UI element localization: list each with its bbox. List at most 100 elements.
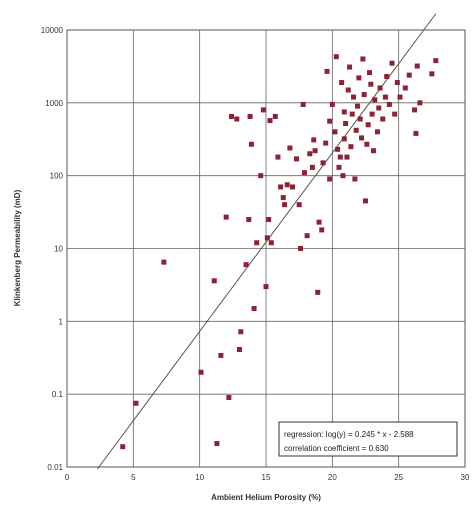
data-point bbox=[223, 214, 229, 220]
data-point bbox=[406, 72, 412, 78]
data-point bbox=[161, 259, 167, 265]
x-tick-label: 15 bbox=[262, 473, 271, 482]
data-point bbox=[337, 154, 343, 160]
data-point bbox=[366, 70, 372, 76]
data-point bbox=[304, 233, 310, 239]
data-point bbox=[323, 140, 329, 146]
data-point bbox=[311, 137, 317, 143]
data-point bbox=[335, 146, 341, 152]
correlation-coefficient: correlation coefficient = 0.630 bbox=[284, 444, 389, 453]
data-point bbox=[368, 81, 374, 87]
data-point bbox=[263, 284, 269, 290]
data-point bbox=[380, 116, 386, 122]
x-tick-label: 20 bbox=[328, 473, 337, 482]
data-point bbox=[258, 173, 264, 179]
data-point bbox=[414, 63, 420, 69]
data-point bbox=[312, 148, 318, 154]
data-points bbox=[120, 54, 439, 450]
data-point bbox=[343, 121, 349, 127]
data-point bbox=[384, 73, 390, 79]
data-point bbox=[133, 400, 139, 406]
data-point bbox=[413, 130, 419, 136]
data-point bbox=[246, 217, 252, 223]
data-point bbox=[340, 173, 346, 179]
data-point bbox=[280, 195, 286, 201]
data-point bbox=[238, 329, 244, 335]
data-point bbox=[234, 116, 240, 122]
data-point bbox=[363, 198, 368, 204]
data-point bbox=[309, 164, 315, 170]
data-point bbox=[370, 148, 376, 154]
data-point bbox=[374, 129, 380, 135]
data-point bbox=[382, 94, 388, 100]
y-tick-label: 10 bbox=[54, 245, 63, 254]
data-point bbox=[120, 444, 126, 450]
data-point bbox=[287, 145, 293, 151]
x-tick-label: 30 bbox=[461, 473, 470, 482]
data-point bbox=[329, 101, 335, 107]
data-point bbox=[327, 118, 333, 124]
data-point bbox=[275, 154, 281, 160]
y-tick-label: 100 bbox=[50, 172, 64, 181]
annotation-box: regression: log(y) = 0.245 * x - 2.588 c… bbox=[278, 421, 458, 457]
data-point bbox=[364, 141, 370, 147]
data-point bbox=[268, 240, 274, 246]
data-point bbox=[282, 202, 288, 208]
data-point bbox=[402, 85, 408, 91]
data-point bbox=[359, 135, 365, 141]
data-point bbox=[218, 352, 224, 358]
data-point bbox=[307, 151, 313, 157]
data-point bbox=[236, 347, 242, 353]
data-point bbox=[355, 103, 361, 109]
data-point bbox=[360, 56, 366, 62]
data-point bbox=[429, 71, 435, 77]
data-point bbox=[214, 441, 220, 447]
data-point bbox=[341, 109, 347, 115]
y-tick-label: 0.1 bbox=[52, 390, 64, 399]
data-point bbox=[248, 141, 254, 147]
data-point bbox=[272, 113, 278, 119]
data-point bbox=[284, 182, 290, 188]
data-point bbox=[278, 184, 284, 190]
data-point bbox=[397, 94, 403, 100]
y-tick-label: 1000 bbox=[45, 99, 63, 108]
data-point bbox=[336, 164, 342, 170]
data-point bbox=[345, 87, 351, 93]
annotation-box-frame bbox=[278, 421, 458, 457]
data-point bbox=[377, 85, 383, 91]
data-point bbox=[266, 217, 272, 223]
data-point bbox=[301, 170, 307, 176]
data-point bbox=[351, 94, 357, 100]
data-point bbox=[389, 60, 395, 66]
data-point bbox=[226, 394, 232, 400]
y-tick-label: 0.01 bbox=[47, 463, 63, 472]
y-tick-label: 10000 bbox=[41, 26, 64, 35]
data-point bbox=[327, 176, 333, 182]
grid-lines bbox=[67, 30, 465, 467]
data-point bbox=[344, 154, 350, 160]
data-point bbox=[347, 64, 353, 70]
x-tick-label: 0 bbox=[65, 473, 70, 482]
data-point bbox=[348, 144, 354, 150]
data-point bbox=[316, 219, 322, 225]
data-point bbox=[260, 107, 266, 113]
data-point bbox=[296, 202, 302, 208]
data-point bbox=[386, 101, 392, 107]
data-point bbox=[264, 235, 270, 241]
data-point bbox=[315, 289, 321, 295]
data-point bbox=[361, 92, 367, 98]
data-point bbox=[294, 156, 300, 162]
x-axis-title: Ambient Helium Porosity (%) bbox=[211, 493, 321, 502]
data-point bbox=[332, 129, 338, 135]
y-axis-title: Klinkenberg Permeability (mD) bbox=[13, 189, 22, 306]
data-point bbox=[229, 113, 235, 119]
data-point bbox=[247, 113, 253, 119]
x-tick-label: 25 bbox=[394, 473, 403, 482]
data-point bbox=[357, 116, 363, 122]
data-point bbox=[369, 111, 375, 117]
data-point bbox=[356, 75, 362, 81]
data-point bbox=[319, 227, 325, 233]
data-point bbox=[353, 127, 359, 133]
data-point bbox=[433, 58, 439, 64]
data-point bbox=[211, 278, 217, 284]
